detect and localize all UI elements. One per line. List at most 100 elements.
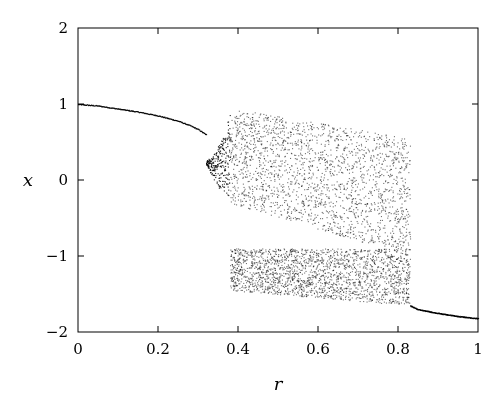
data-point — [405, 283, 407, 285]
data-point — [219, 153, 221, 155]
data-point — [227, 143, 229, 145]
data-point — [257, 120, 259, 122]
data-point — [301, 255, 303, 257]
data-point — [395, 271, 397, 273]
data-point — [290, 212, 292, 214]
data-point — [310, 186, 312, 188]
data-point — [352, 264, 354, 266]
data-point — [355, 203, 357, 205]
data-point — [285, 218, 287, 220]
data-point — [382, 276, 384, 278]
data-point — [342, 131, 344, 133]
data-point — [227, 146, 229, 148]
data-point — [399, 148, 401, 150]
data-point — [348, 253, 350, 255]
data-point — [234, 187, 236, 189]
data-point — [227, 155, 229, 157]
data-point — [238, 280, 240, 282]
data-point — [325, 275, 327, 277]
data-point — [301, 147, 303, 149]
data-point — [208, 165, 210, 167]
data-point — [325, 282, 327, 284]
data-point — [310, 265, 312, 267]
data-point — [245, 263, 247, 265]
data-point — [349, 249, 351, 251]
data-point — [391, 264, 393, 266]
data-point — [262, 273, 264, 275]
data-point — [273, 259, 275, 261]
data-point — [358, 161, 360, 163]
data-point — [244, 276, 246, 278]
data-point — [371, 274, 373, 276]
data-point — [334, 140, 336, 142]
data-point — [376, 283, 378, 285]
data-point — [330, 283, 332, 285]
data-point — [304, 179, 306, 181]
data-point — [379, 136, 381, 138]
data-point — [301, 140, 303, 142]
data-point — [322, 228, 324, 230]
data-point — [384, 225, 386, 227]
data-point — [268, 128, 270, 130]
data-point — [405, 167, 407, 169]
data-point — [310, 192, 312, 194]
data-point — [228, 179, 230, 181]
data-point — [378, 298, 380, 300]
data-point — [278, 178, 280, 180]
data-point — [317, 265, 319, 267]
data-point — [241, 133, 243, 135]
data-point — [257, 282, 259, 284]
data-point — [281, 160, 283, 162]
data-point — [353, 252, 355, 254]
data-point — [401, 193, 403, 195]
data-point — [265, 270, 267, 272]
data-point — [399, 228, 401, 230]
data-point — [259, 279, 261, 281]
data-point — [303, 205, 305, 207]
data-point — [246, 253, 248, 255]
data-point — [307, 258, 309, 260]
data-point — [303, 201, 305, 203]
data-point — [294, 207, 296, 209]
data-point — [267, 185, 269, 187]
data-point — [311, 139, 313, 141]
data-point — [267, 169, 269, 171]
data-point — [274, 121, 276, 123]
data-point — [336, 281, 338, 283]
data-point — [314, 296, 316, 298]
data-point — [341, 263, 343, 265]
data-point — [328, 259, 330, 261]
data-point — [355, 238, 357, 240]
data-point — [296, 280, 298, 282]
data-point — [336, 156, 338, 158]
data-point — [343, 147, 345, 149]
data-point — [343, 264, 345, 266]
data-point — [330, 256, 332, 258]
data-point — [403, 227, 405, 229]
data-point — [362, 173, 364, 175]
data-point — [362, 276, 364, 278]
data-point — [345, 264, 347, 266]
data-point — [378, 159, 380, 161]
data-point — [316, 127, 318, 129]
data-point — [351, 150, 353, 152]
data-point — [388, 202, 390, 204]
data-point — [207, 160, 209, 162]
data-point — [241, 205, 243, 207]
data-point — [337, 233, 339, 235]
data-point — [241, 274, 243, 276]
x-tick-label: 0.6 — [306, 340, 330, 358]
data-point — [374, 132, 376, 134]
data-point — [388, 248, 390, 250]
data-point — [399, 296, 401, 298]
data-point — [213, 165, 215, 167]
data-point — [394, 156, 396, 158]
data-point — [357, 215, 359, 217]
data-point — [378, 252, 380, 254]
data-point — [398, 172, 400, 174]
data-point — [247, 251, 249, 253]
data-point — [269, 248, 271, 250]
data-point — [284, 200, 286, 202]
data-point — [350, 128, 352, 130]
data-point — [328, 187, 330, 189]
